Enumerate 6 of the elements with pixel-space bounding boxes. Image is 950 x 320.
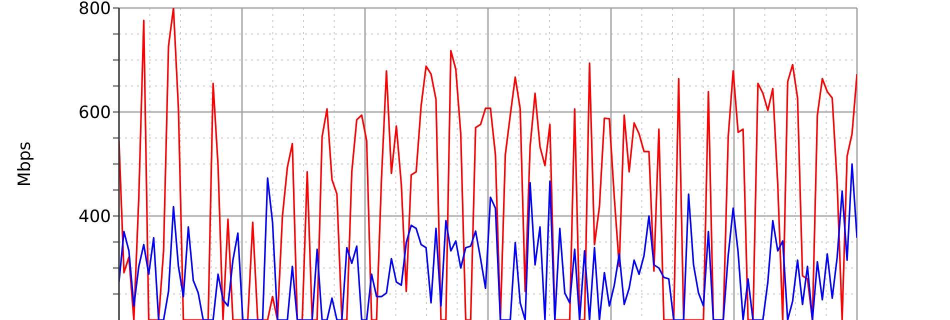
y-tick-label: 400 bbox=[78, 207, 111, 228]
line-series bbox=[119, 8, 857, 320]
y-tick-label: 800 bbox=[78, 0, 111, 20]
line-series bbox=[119, 163, 857, 320]
y-tick-label: 600 bbox=[78, 103, 111, 124]
y-axis-title: Mbps bbox=[15, 141, 36, 187]
